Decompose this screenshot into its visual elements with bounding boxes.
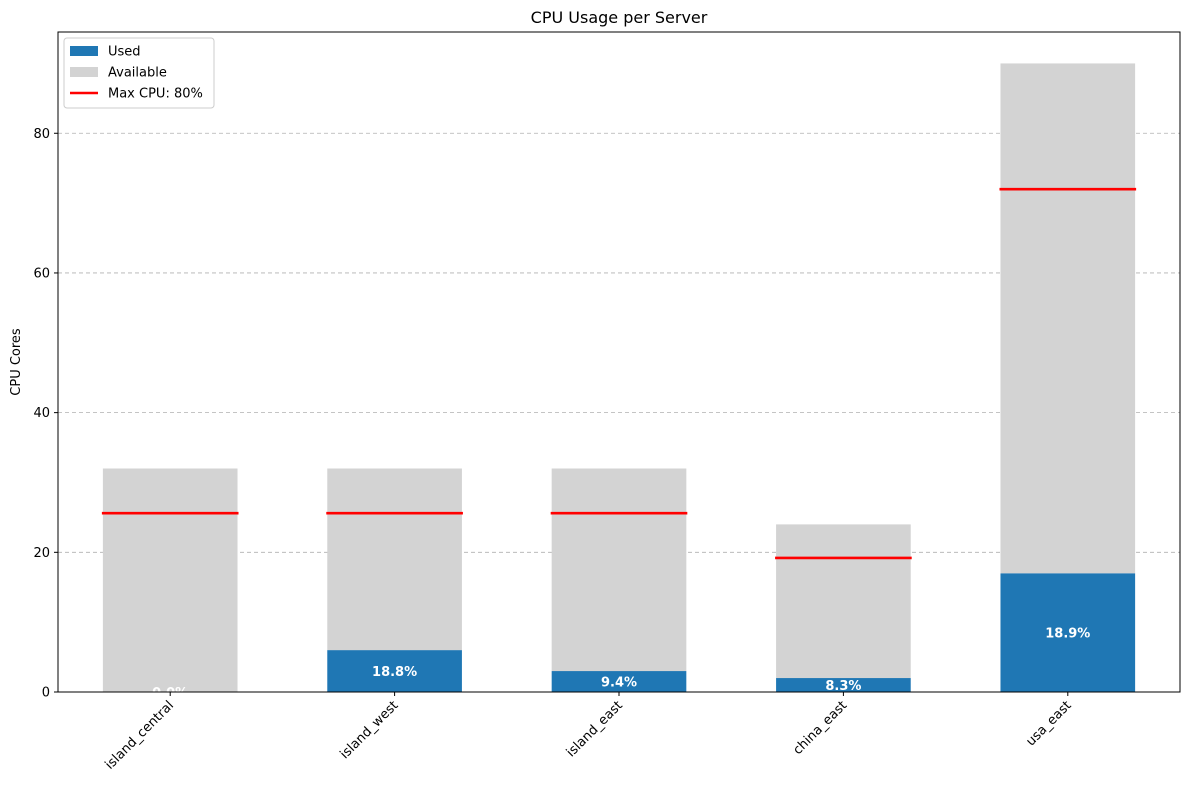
y-axis-label: CPU Cores bbox=[9, 328, 24, 396]
legend-available-label: Available bbox=[108, 66, 167, 81]
data-label-island_east: 9.4% bbox=[601, 676, 637, 691]
bar-available-china_east bbox=[776, 524, 911, 679]
x-tick-label-china_east: china_east bbox=[790, 698, 850, 758]
y-tick-label: 0 bbox=[42, 686, 50, 701]
bar-available-usa_east bbox=[1000, 63, 1136, 574]
legend-available-swatch bbox=[70, 67, 98, 77]
data-label-island_west: 18.8% bbox=[372, 665, 417, 680]
y-tick-label: 60 bbox=[33, 266, 50, 281]
bar-available-island_central bbox=[102, 468, 238, 692]
legend-box bbox=[63, 37, 215, 109]
y-tick-label: 20 bbox=[33, 546, 50, 561]
bar-available-island_west bbox=[327, 468, 462, 651]
data-label-china_east: 8.3% bbox=[825, 679, 861, 694]
bar-used-island_west bbox=[327, 650, 462, 692]
legend-max-cpu-label: Max CPU: 80% bbox=[108, 87, 203, 102]
bar-available-island_east bbox=[551, 468, 687, 672]
y-tick-label: 40 bbox=[33, 406, 50, 421]
bar-used-island_east bbox=[551, 671, 687, 692]
y-tick-label: 80 bbox=[33, 127, 50, 142]
bar-used-usa_east bbox=[1000, 573, 1136, 692]
legend-used-label: Used bbox=[108, 45, 141, 60]
x-tick-label-island_east: island_east bbox=[564, 698, 626, 760]
x-tick-label-usa_east: usa_east bbox=[1023, 698, 1074, 749]
chart-title: CPU Usage per Server bbox=[531, 8, 708, 27]
legend-used-swatch bbox=[70, 46, 98, 56]
data-label-usa_east: 18.9% bbox=[1045, 627, 1090, 642]
plot-area: 0.0%18.8%9.4% 8.3%18.9%020406080island_ce… bbox=[33, 31, 1181, 773]
legend: Used Available Max CPU: 80% bbox=[63, 37, 215, 109]
bar-used-china_east bbox=[776, 678, 911, 692]
x-tick-label-island_west: island_west bbox=[337, 698, 401, 762]
x-tick-label-island_central: island_central bbox=[103, 698, 178, 773]
